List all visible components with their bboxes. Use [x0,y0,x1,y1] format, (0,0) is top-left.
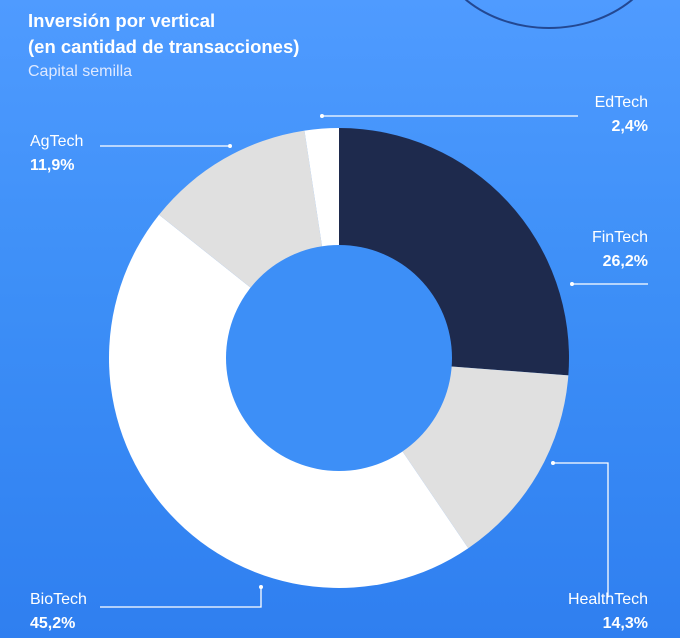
label-healthtech-name: HealthTech [568,591,648,608]
label-leaders [100,114,648,608]
label-fintech-name: FinTech [592,229,648,246]
leader-dot-agtech [228,144,232,148]
donut-hole [226,245,452,471]
label-edtech-value: 2,4% [612,118,648,135]
leader-dot-healthtech [551,461,555,465]
label-agtech-value: 11,9% [30,157,74,174]
label-biotech-name: BioTech [30,591,87,608]
leader-dot-biotech [259,585,263,589]
chart-title-line-1: Inversión por vertical [28,10,216,31]
label-healthtech-value: 14,3% [603,615,648,632]
slice-labels: FinTech 26,2% HealthTech 14,3% BioTech 45,2% A… [30,94,648,632]
label-edtech-name: EdTech [595,94,648,111]
leader-biotech [100,587,262,608]
chart-subtitle: Capital semilla [28,63,133,80]
label-fintech-value: 26,2% [603,253,648,270]
chart-title-line-2: (en cantidad de transacciones) [28,36,300,57]
leader-dot-edtech [320,114,324,118]
label-agtech-name: AgTech [30,133,83,150]
leader-dot-fintech [570,282,574,286]
chart-header: Inversión por vertical (en cantidad de t… [28,8,299,81]
leader-healthtech [553,462,609,597]
label-biotech-value: 45,2% [30,615,75,632]
